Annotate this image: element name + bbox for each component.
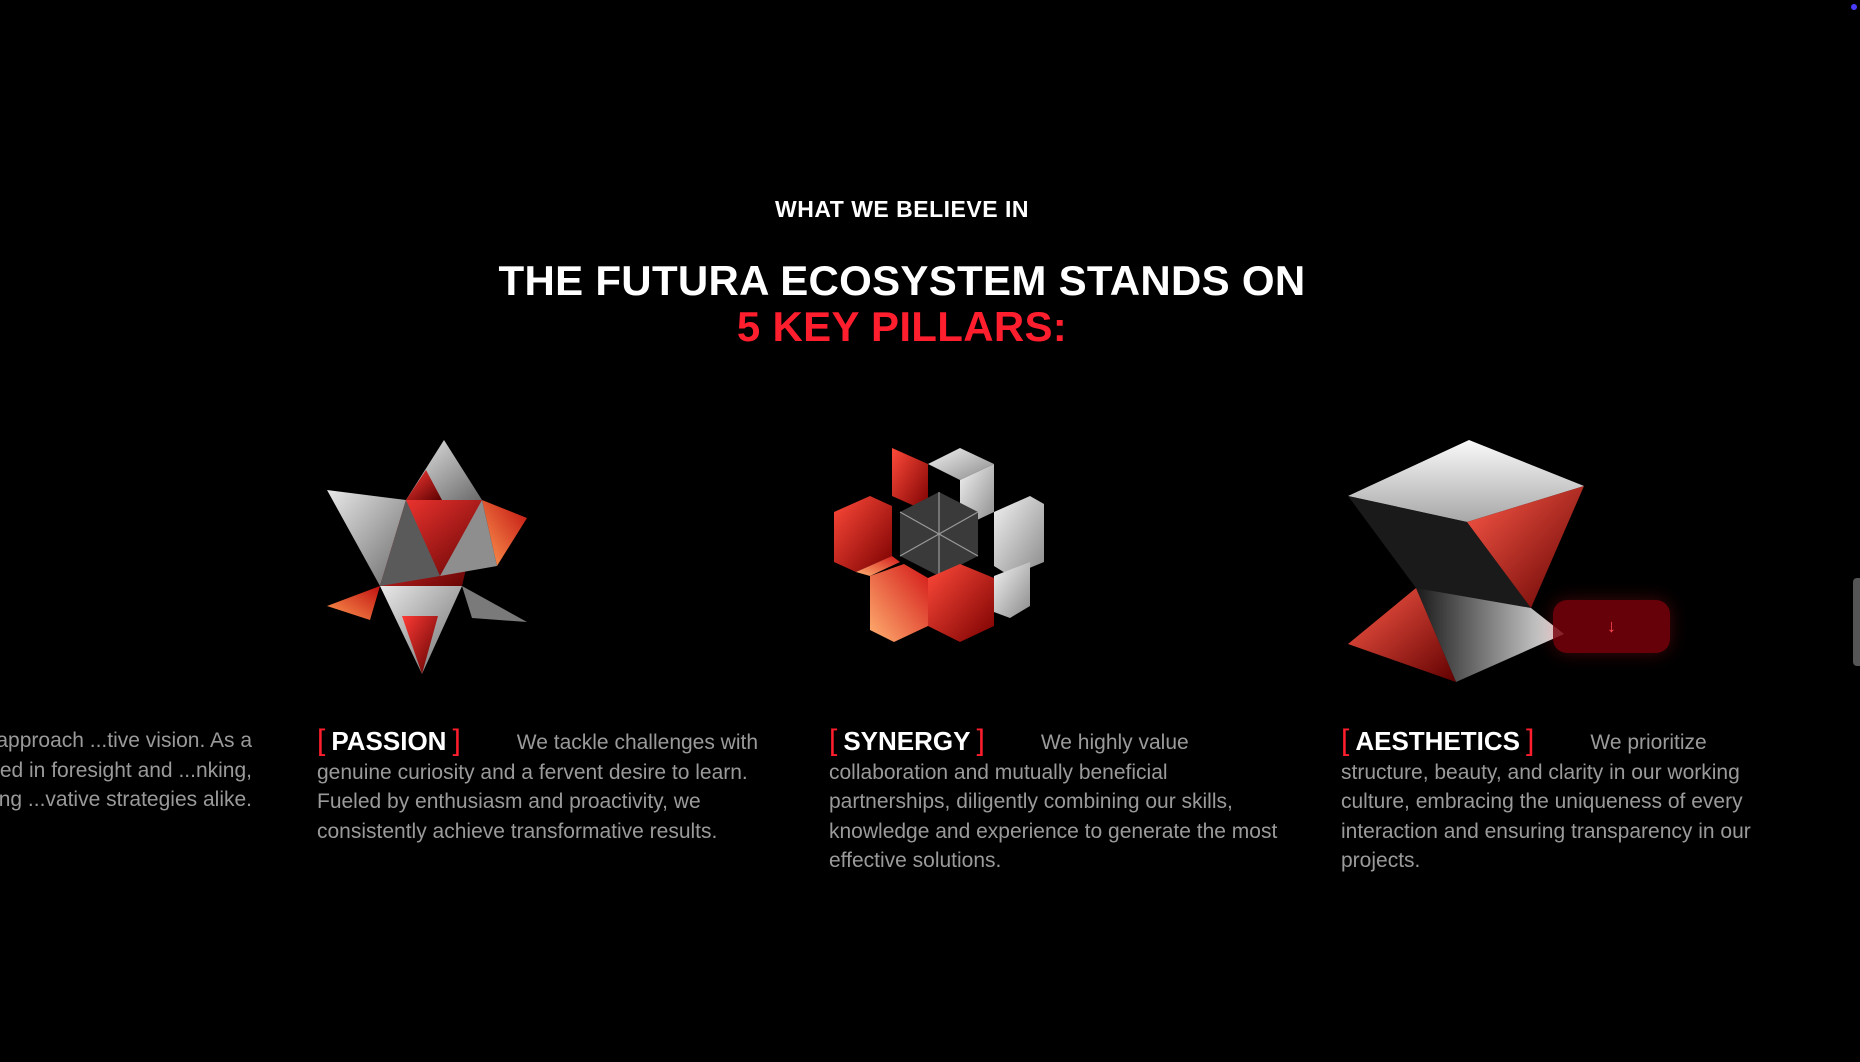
section-eyebrow: WHAT WE BELIEVE IN xyxy=(775,196,1029,222)
status-dot-icon xyxy=(1851,4,1857,10)
pillar-card-aesthetics: [AESTHETICS] We prioritize structure, be… xyxy=(1341,726,1796,876)
pillar-text: We tackle challenges with genuine curios… xyxy=(317,731,759,843)
bracket-close: ] xyxy=(452,724,461,757)
star-octahedron-shape xyxy=(327,440,527,674)
pillar-tag: [SYNERGY] xyxy=(829,726,985,757)
headline-line2: 5 KEY PILLARS: xyxy=(736,303,1068,350)
section-headline: THE FUTURA ECOSYSTEM STANDS ON 5 KEY PIL… xyxy=(0,258,1804,350)
pillar-text: We highly value collaboration and mutual… xyxy=(829,731,1278,872)
bracket-open: [ xyxy=(829,724,838,757)
headline-line1: THE FUTURA ECOSYSTEM STANDS ON xyxy=(498,257,1306,304)
pillar-name: AESTHETICS xyxy=(1355,726,1521,756)
twisted-prism-shape xyxy=(1348,440,1584,682)
scroll-down-button[interactable]: ↓ xyxy=(1553,600,1670,653)
pillar-name: SYNERGY xyxy=(843,726,971,756)
bracket-open: [ xyxy=(317,724,326,757)
pillar-tag: [AESTHETICS] xyxy=(1341,726,1534,757)
bracket-open: [ xyxy=(1341,724,1350,757)
pillar-card-passion: [PASSION] We tackle challenges with genu… xyxy=(317,726,767,846)
pillar-tag: [PASSION] xyxy=(317,726,461,757)
pillar-card-cut: UGH] Our approach ...tive vision. As a r… xyxy=(0,726,252,906)
scrollbar-thumb[interactable] xyxy=(1853,578,1860,666)
pillar-text: We prioritize structure, beauty, and cla… xyxy=(1341,731,1751,872)
pillar-text: Our approach ...tive vision. As a result… xyxy=(0,729,252,811)
bracket-close: ] xyxy=(976,724,985,757)
arrow-down-icon: ↓ xyxy=(1607,616,1616,636)
pillar-card-synergy: [SYNERGY] We highly value collaboration … xyxy=(829,726,1279,876)
pillar-name: PASSION xyxy=(331,726,447,756)
bracket-close: ] xyxy=(1526,724,1535,757)
cross-cube-shape xyxy=(834,448,1044,642)
